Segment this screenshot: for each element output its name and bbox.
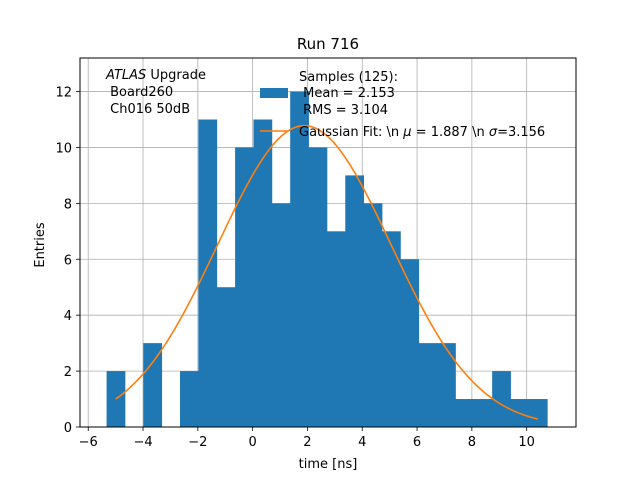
annotation-line-2: Board260	[106, 85, 173, 100]
y-tick-label: 2	[64, 365, 72, 380]
legend-fit-prefix: Gaussian Fit: \n	[299, 125, 403, 140]
histogram-bar	[308, 147, 328, 428]
atlas-annotation: ATLAS Upgrade Board260 Ch016 50dB	[105, 68, 206, 117]
y-tick-label: 10	[55, 141, 72, 156]
histogram-bar	[180, 371, 199, 427]
y-axis-label: Entries	[33, 222, 48, 268]
x-tick-label: −4	[133, 435, 152, 450]
x-tick-label: −2	[188, 435, 207, 450]
histogram-bar	[345, 175, 365, 427]
y-tick-label: 6	[64, 253, 72, 268]
annotation-atlas: ATLAS	[105, 68, 146, 83]
y-axis-ticks: 0 2 4 6 8 10 12	[55, 86, 80, 436]
gaussian-fit-curve	[115, 124, 538, 420]
plot-frame	[79, 57, 577, 428]
histogram-bar	[492, 371, 511, 427]
histogram-bar	[437, 343, 456, 427]
histogram-bars	[106, 91, 548, 428]
histogram-bar	[216, 287, 236, 427]
histogram-bar	[235, 147, 254, 428]
x-tick-label: 0	[249, 435, 257, 450]
legend-fit-mu-value: = 1.887 \n	[412, 125, 489, 140]
y-tick-label: 4	[64, 309, 72, 324]
y-tick-label: 12	[55, 86, 72, 101]
histogram-bar	[271, 203, 291, 427]
histogram-bar	[198, 119, 218, 427]
legend-fit-mu: μ	[402, 125, 411, 140]
x-tick-label: −6	[79, 435, 98, 450]
x-tick-label: 8	[468, 435, 476, 450]
x-tick-label: 2	[303, 435, 311, 450]
legend: Samples (125): Mean = 2.153 RMS = 3.104 …	[260, 70, 545, 140]
histogram-bar	[528, 399, 548, 427]
chart-title: Run 716	[297, 35, 359, 53]
histogram-bar	[326, 231, 346, 427]
histogram-bar	[418, 343, 438, 427]
legend-swatch-samples	[260, 88, 288, 98]
histogram-bar	[290, 91, 309, 427]
histogram-bar	[253, 119, 273, 427]
legend-samples-line-2: Mean = 2.153	[299, 86, 395, 101]
x-tick-label: 6	[413, 435, 421, 450]
x-axis-ticks: −6 −4 −2 0 2 4 6 8 10	[79, 427, 535, 450]
histogram-bar	[455, 399, 475, 427]
annotation-upgrade: Upgrade	[146, 68, 206, 83]
x-tick-label: 4	[358, 435, 366, 450]
x-tick-label: 10	[518, 435, 535, 450]
y-tick-label: 8	[64, 197, 72, 212]
legend-fit-sigma-value: =3.156	[497, 125, 545, 140]
legend-fit-sigma: σ	[489, 125, 498, 140]
histogram-bar	[363, 203, 383, 427]
x-axis-label: time [ns]	[299, 457, 358, 472]
legend-samples-line-3: RMS = 3.104	[299, 103, 388, 118]
histogram-bar	[381, 231, 401, 427]
legend-samples-line-1: Samples (125):	[299, 70, 398, 85]
histogram-bar	[473, 399, 493, 427]
histogram-bar	[400, 259, 420, 427]
annotation-line-1: ATLAS Upgrade	[105, 68, 206, 83]
annotation-line-3: Ch016 50dB	[106, 102, 190, 117]
gaussian-fit-group	[115, 124, 538, 420]
histogram-bar	[143, 343, 163, 427]
y-tick-label: 0	[64, 421, 72, 436]
legend-fit-label: Gaussian Fit: \n μ = 1.887 \n σ=3.156	[299, 125, 545, 140]
